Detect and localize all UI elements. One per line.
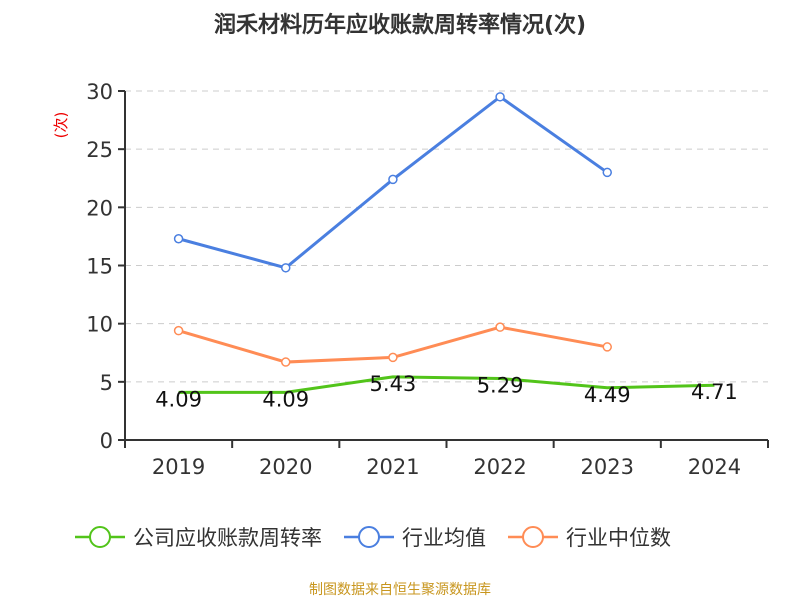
chart-title: 润禾材料历年应收账款周转率情况(次): [214, 12, 586, 38]
y-tick-label: 5: [100, 371, 113, 395]
legend-item[interactable]: 公司应收账款周转率: [75, 526, 322, 550]
legend-label: 行业中位数: [566, 526, 671, 550]
legend-label: 公司应收账款周转率: [133, 526, 322, 550]
data-point: [281, 357, 291, 367]
data-point: [602, 167, 612, 178]
data-label: 4.09: [262, 387, 309, 411]
data-point: [495, 92, 505, 102]
x-tick-label: 2023: [581, 455, 634, 479]
y-tick-label: 0: [100, 429, 113, 453]
legend-marker-icon: [522, 526, 544, 548]
data-point: [388, 174, 398, 185]
data-label: 5.29: [477, 373, 524, 397]
y-axis-label: (次): [52, 112, 70, 139]
data-label: 5.43: [370, 372, 417, 396]
data-point: [602, 342, 612, 352]
x-tick-label: 2021: [366, 455, 419, 479]
y-tick-label: 30: [86, 80, 113, 104]
y-tick-label: 25: [86, 138, 113, 162]
series-line: [178, 375, 715, 394]
x-tick-label: 2020: [259, 455, 312, 479]
data-label: 4.49: [584, 383, 631, 407]
data-point: [495, 322, 505, 332]
legend-item[interactable]: 行业均值: [344, 526, 486, 550]
legend-label: 行业均值: [402, 526, 486, 550]
source-note: 制图数据来自恒生聚源数据库: [309, 582, 491, 598]
data-point: [388, 352, 398, 363]
x-tick-label: 2024: [688, 455, 741, 479]
x-tick-label: 2022: [473, 455, 526, 479]
y-tick-label: 20: [86, 196, 113, 220]
legend-marker-icon: [358, 526, 380, 548]
x-tick-label: 2019: [152, 455, 205, 479]
data-label: 4.09: [155, 387, 202, 411]
y-tick-label: 10: [86, 313, 113, 337]
legend-item[interactable]: 行业中位数: [508, 526, 671, 550]
y-tick-label: 15: [86, 255, 113, 279]
legend-marker-icon: [89, 526, 111, 548]
data-point: [173, 233, 184, 244]
data-point: [173, 325, 184, 336]
data-label: 4.71: [691, 380, 738, 404]
data-point: [281, 263, 291, 273]
